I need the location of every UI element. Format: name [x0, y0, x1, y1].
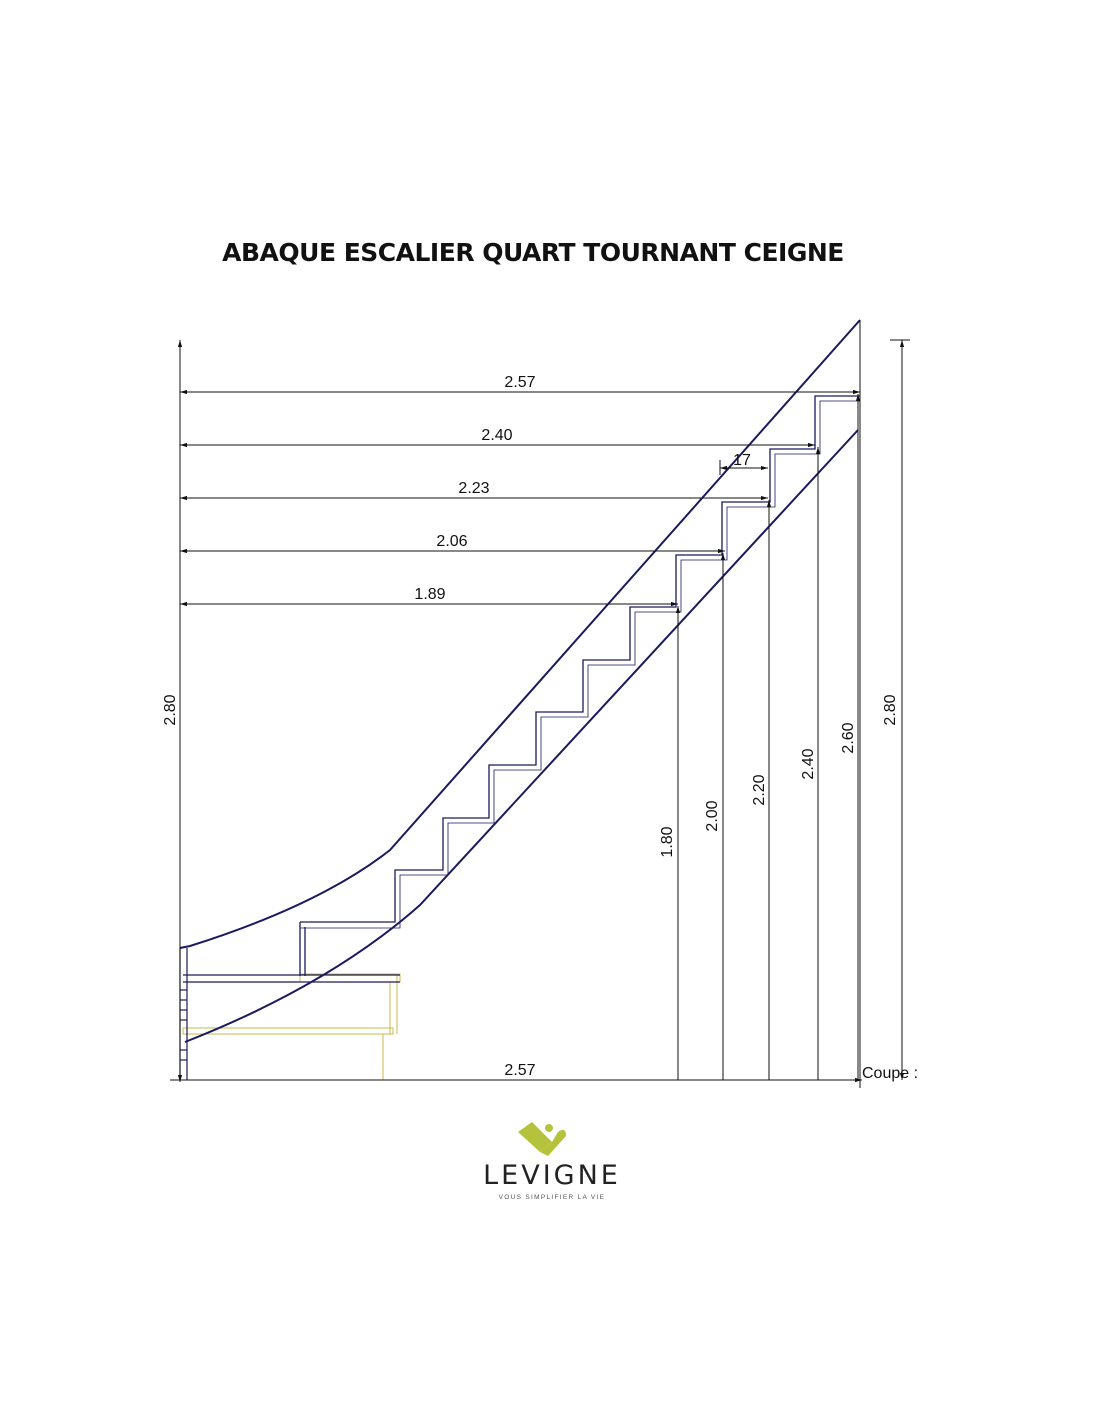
levigne-logo-icon [518, 1122, 566, 1156]
lower-stringer [184, 429, 859, 1043]
ghost-steps [182, 973, 401, 1080]
dimension-labels: 2.80 2.80 2.57 17 2.57 2.40 2.23 2.06 1.… [162, 374, 918, 1082]
upper-stringer [179, 319, 861, 949]
label-horizontal-0: 2.57 [504, 374, 535, 391]
label-horizontal-2: 2.23 [458, 480, 489, 497]
brand-tagline: VOUS SIMPLIFIER LA VIE [498, 1194, 606, 1201]
label-vertical-4: 2.60 [840, 722, 857, 753]
label-vertical-2: 2.20 [751, 774, 768, 805]
label-horizontal-4: 1.89 [414, 586, 445, 603]
label-base-length: 2.57 [504, 1062, 535, 1079]
label-horizontal-3: 2.06 [436, 533, 467, 550]
steps [183, 395, 860, 983]
section-label: Coupe : [862, 1065, 918, 1082]
label-total-height-right: 2.80 [882, 694, 899, 725]
label-total-height-left: 2.80 [162, 694, 179, 725]
label-vertical-1: 2.00 [704, 800, 721, 831]
dimension-lines [170, 320, 910, 1088]
label-horizontal-1: 2.40 [481, 427, 512, 444]
label-vertical-3: 2.40 [800, 748, 817, 779]
label-tread-depth: 17 [733, 452, 751, 469]
label-vertical-0: 1.80 [659, 826, 676, 857]
left-post [179, 948, 188, 1080]
brand-name: LEVIGNE [483, 1160, 621, 1191]
page-title: ABAQUE ESCALIER QUART TOURNANT CEIGNE [222, 238, 844, 267]
